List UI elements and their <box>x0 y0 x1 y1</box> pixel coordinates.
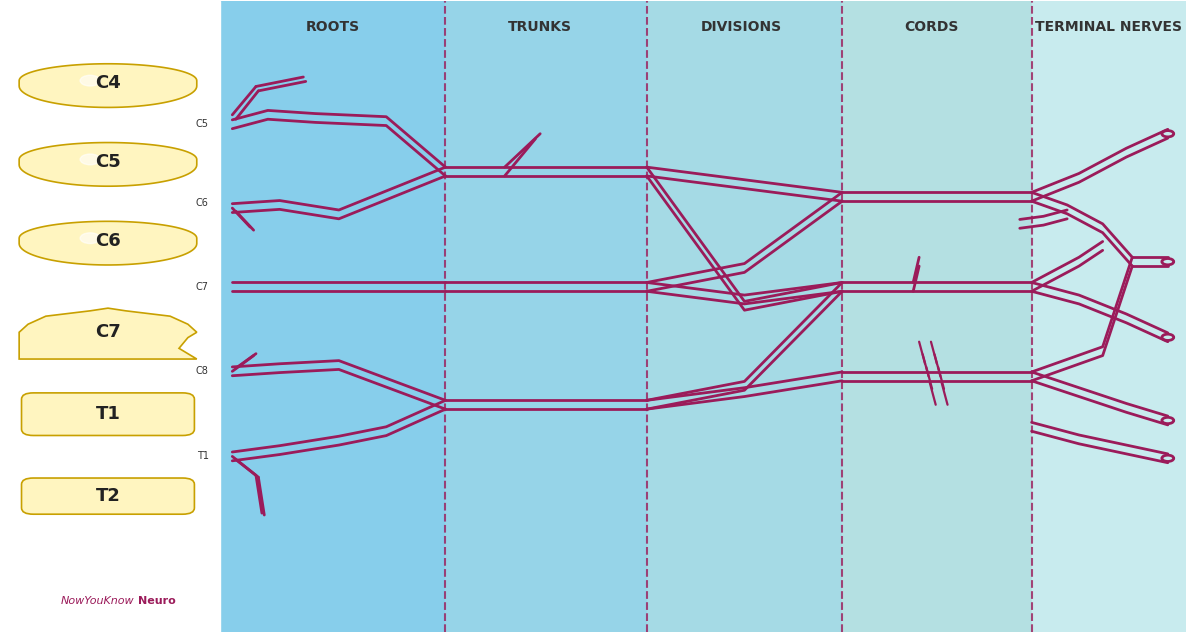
Text: C4: C4 <box>95 74 121 92</box>
Text: TERMINAL NERVES: TERMINAL NERVES <box>1036 20 1182 34</box>
Circle shape <box>80 75 101 86</box>
Text: C5: C5 <box>196 119 209 129</box>
Text: T1: T1 <box>96 405 120 423</box>
Circle shape <box>80 154 101 165</box>
Bar <box>842 1 1032 632</box>
FancyBboxPatch shape <box>22 393 194 436</box>
Bar <box>221 1 445 632</box>
Bar <box>647 1 842 632</box>
Text: T1: T1 <box>197 451 209 461</box>
Text: C6: C6 <box>95 232 121 250</box>
Circle shape <box>80 233 101 244</box>
Text: T2: T2 <box>96 487 120 505</box>
Polygon shape <box>19 308 197 359</box>
Text: C6: C6 <box>196 198 209 208</box>
FancyBboxPatch shape <box>22 478 194 514</box>
Text: CORDS: CORDS <box>904 20 958 34</box>
Text: C7: C7 <box>95 323 121 341</box>
Text: NowYouKnow: NowYouKnow <box>60 596 134 606</box>
Text: Neuro: Neuro <box>138 596 175 606</box>
Text: C5: C5 <box>95 153 121 171</box>
Text: TRUNKS: TRUNKS <box>508 20 572 34</box>
Text: C8: C8 <box>196 367 209 377</box>
Polygon shape <box>19 222 197 265</box>
Text: ROOTS: ROOTS <box>306 20 360 34</box>
Text: DIVISIONS: DIVISIONS <box>701 20 782 34</box>
Polygon shape <box>19 64 197 108</box>
Bar <box>445 1 647 632</box>
Polygon shape <box>19 142 197 186</box>
Bar <box>1032 1 1186 632</box>
Bar <box>1 1 221 632</box>
Text: C7: C7 <box>196 282 209 292</box>
